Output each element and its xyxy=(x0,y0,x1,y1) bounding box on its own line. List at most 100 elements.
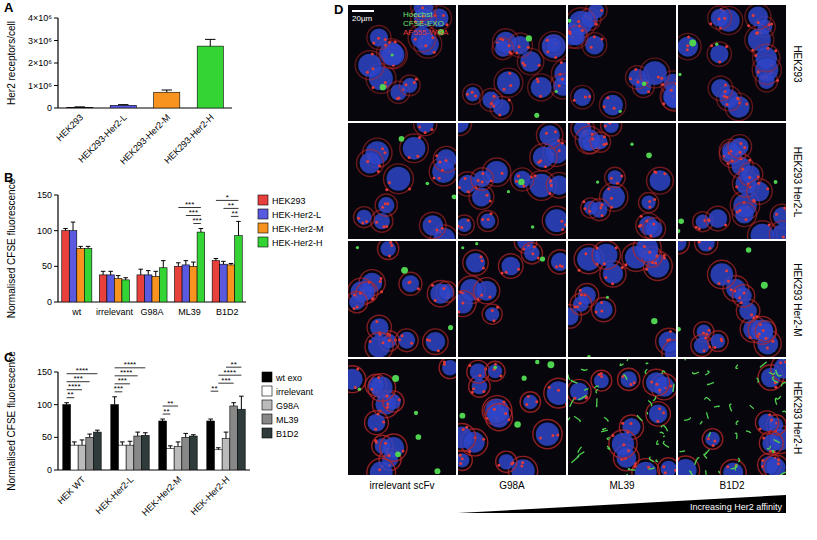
bar xyxy=(114,278,122,302)
micrograph-bg xyxy=(348,123,456,239)
puncta xyxy=(539,436,542,439)
puncta xyxy=(720,339,723,342)
puncta xyxy=(461,301,464,304)
legend-label: B1D2 xyxy=(276,429,299,439)
cfse-signal xyxy=(391,53,394,56)
puncta xyxy=(603,135,606,138)
error-bar xyxy=(183,433,188,437)
cfse-signal xyxy=(648,467,654,469)
puncta xyxy=(384,202,387,205)
puncta xyxy=(654,262,657,265)
nucleus xyxy=(458,123,469,133)
puncta xyxy=(782,235,785,238)
membrane xyxy=(745,5,771,30)
puncta xyxy=(508,44,511,47)
puncta xyxy=(477,179,480,182)
puncta xyxy=(491,309,494,312)
error-bar xyxy=(123,278,128,280)
nucleus xyxy=(402,275,419,292)
membrane xyxy=(591,370,612,391)
puncta xyxy=(545,132,548,135)
puncta xyxy=(648,251,651,254)
cfse-signal xyxy=(601,430,608,432)
puncta xyxy=(766,187,769,190)
puncta xyxy=(443,363,446,366)
cfse-signal xyxy=(761,282,768,289)
error-bar xyxy=(205,39,215,46)
cfse-signal xyxy=(399,136,405,142)
puncta xyxy=(370,388,373,391)
legend-label: irrelevant xyxy=(276,387,314,397)
nucleus xyxy=(477,281,497,301)
nucleus xyxy=(533,147,554,168)
puncta xyxy=(669,330,672,333)
puncta xyxy=(414,38,417,41)
puncta xyxy=(739,142,742,145)
wedge-label: Increasing Her2 affinity xyxy=(690,502,782,512)
micrograph-bg xyxy=(458,359,566,475)
puncta xyxy=(620,174,623,177)
puncta xyxy=(604,276,607,279)
bar xyxy=(152,276,160,302)
nucleus xyxy=(551,253,566,271)
puncta xyxy=(578,269,581,272)
membrane xyxy=(469,185,494,210)
membrane xyxy=(706,206,731,231)
puncta xyxy=(610,197,613,200)
puncta xyxy=(713,439,716,442)
error-bar xyxy=(95,430,100,432)
marks xyxy=(62,221,242,302)
y-tick xyxy=(54,302,58,303)
cfse-signal xyxy=(705,398,711,401)
membrane xyxy=(732,202,756,226)
puncta xyxy=(712,444,715,447)
significance-label: *** xyxy=(118,376,127,385)
puncta xyxy=(385,188,388,191)
y-axis-label: Her2 receptors/cell xyxy=(6,21,17,105)
nucleus xyxy=(646,372,667,393)
puncta xyxy=(433,51,436,54)
puncta xyxy=(730,288,733,291)
bar xyxy=(122,280,130,302)
nucleus xyxy=(458,218,471,232)
bar xyxy=(78,445,86,470)
puncta xyxy=(707,329,710,332)
cfse-signal xyxy=(630,143,633,146)
error-bar xyxy=(239,396,244,409)
membrane xyxy=(520,392,540,412)
bar xyxy=(142,435,150,470)
error-bar xyxy=(221,261,226,264)
cfse-signal xyxy=(689,39,696,46)
puncta xyxy=(686,44,689,47)
x-tick-label: HEK-Her2-M xyxy=(140,474,183,517)
cfse-signal xyxy=(414,411,418,415)
puncta xyxy=(546,39,549,42)
micrograph xyxy=(348,5,456,121)
nucleus xyxy=(349,294,364,309)
nucleus xyxy=(643,61,667,85)
puncta xyxy=(717,17,720,20)
cfse-signal xyxy=(693,372,699,374)
bar xyxy=(212,261,220,302)
membrane xyxy=(755,411,778,434)
puncta xyxy=(408,187,411,190)
puncta xyxy=(600,310,603,313)
membrane xyxy=(474,278,500,304)
puncta xyxy=(537,161,540,164)
bar xyxy=(190,266,198,302)
puncta xyxy=(564,223,566,226)
puncta xyxy=(707,218,710,221)
legend-swatch xyxy=(258,209,268,219)
puncta xyxy=(398,398,401,401)
membrane xyxy=(490,96,513,119)
puncta xyxy=(380,277,383,280)
cfse-signal xyxy=(673,384,674,392)
membrane xyxy=(530,144,557,171)
puncta xyxy=(380,290,383,293)
nucleus xyxy=(545,209,566,232)
puncta xyxy=(353,293,356,296)
cfse-signal xyxy=(705,471,707,475)
puncta xyxy=(408,156,411,159)
puncta xyxy=(757,70,760,73)
cfse-signal xyxy=(547,361,554,368)
